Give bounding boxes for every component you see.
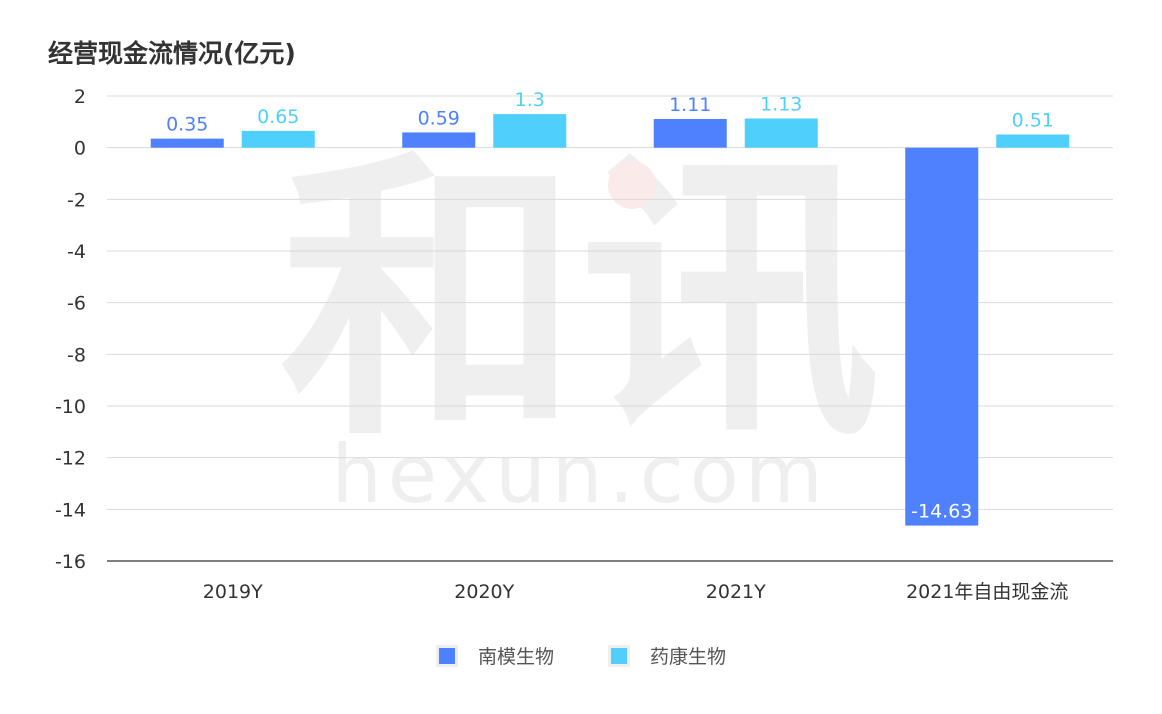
bar[interactable] [150,138,224,148]
bar[interactable] [653,118,727,148]
legend-swatch-icon [435,644,458,667]
bar-value-label: 0.65 [257,106,299,128]
y-tick-label: -12 [55,448,86,470]
y-tick-label: -14 [55,499,86,521]
watermark-logo: 和讯 [280,127,880,476]
legend-item-series2[interactable]: 药康生物 [608,642,726,669]
bar-value-label: 1.11 [669,94,711,116]
y-axis: 2 0 -2 -4 -6 -8 -10 -12 -14 -16 [55,86,86,573]
bar-value-label: 1.13 [760,93,802,115]
y-tick-label: 0 [74,138,86,160]
x-tick-label: 2020Y [454,581,514,603]
y-tick-label: -8 [67,344,86,366]
legend-label: 南模生物 [477,646,554,668]
y-tick-label: -16 [55,551,86,573]
x-tick-label: 2019Y [203,581,263,603]
bar[interactable] [744,118,818,148]
y-tick-label: -10 [55,396,86,418]
chart-title: 经营现金流情况(亿元) [48,39,296,68]
bar[interactable] [905,147,979,526]
bar-value-label: 0.51 [1012,109,1054,131]
bars: 0.35 0.59 1.11 -14.63 0.65 1.3 1.13 0.51 [150,89,1070,526]
y-tick-label: -6 [67,293,86,315]
y-tick-label: 2 [74,86,86,108]
legend-label: 药康生物 [650,646,727,668]
bar[interactable] [996,134,1070,148]
x-axis: 2019Y 2020Y 2021Y 2021年自由现金流 [107,560,1113,603]
bar[interactable] [402,132,476,148]
bar-value-label: 1.3 [515,89,545,111]
x-tick-label: 2021年自由现金流 [906,581,1068,603]
bar-value-label: -14.63 [911,501,972,523]
bar-value-label: 0.35 [166,114,208,136]
x-tick-label: 2021Y [706,581,766,603]
bar[interactable] [493,114,567,148]
watermark-url: hexun.com [331,428,829,521]
y-tick-label: -2 [67,189,86,211]
y-tick-label: -4 [67,241,86,263]
bar-value-label: 0.59 [418,107,460,129]
legend-swatch-icon [608,644,630,667]
bar[interactable] [241,130,315,148]
legend-item-series1[interactable]: 南模生物 [435,642,554,669]
legend: 南模生物 药康生物 [0,642,1162,669]
